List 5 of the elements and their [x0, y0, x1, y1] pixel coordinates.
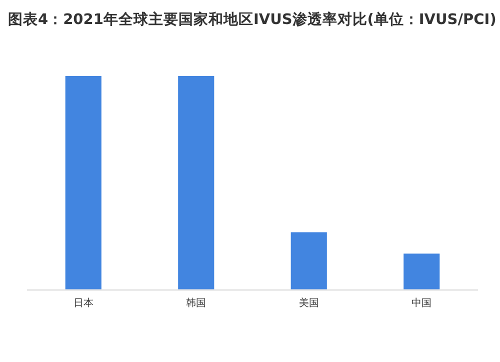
- x-tick-label: 美国: [298, 297, 319, 309]
- x-tick-label: 韩国: [186, 297, 206, 309]
- x-tick-label: 日本: [73, 297, 94, 309]
- x-tick-label: 中国: [412, 297, 432, 309]
- chart-title: 图表4：2021年全球主要国家和地区IVUS渗透率对比(单位：IVUS/PCI): [8, 10, 496, 28]
